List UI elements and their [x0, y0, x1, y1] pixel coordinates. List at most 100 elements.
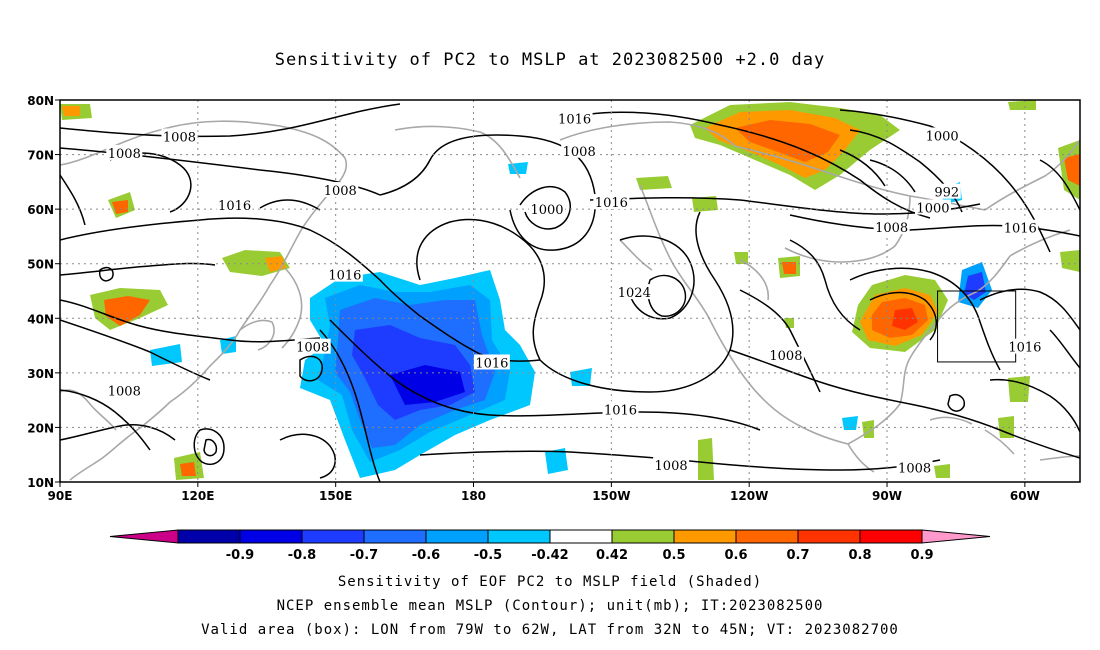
lat-tick-label: 50N — [27, 258, 54, 272]
colorbar-label: 0.7 — [786, 548, 809, 563]
contour-label: 1008 — [108, 147, 141, 162]
contour-label-bg — [767, 346, 804, 362]
colorbar-segment — [239, 529, 303, 544]
contour-label: 1000 — [926, 129, 959, 144]
contour-label: 1016 — [558, 113, 591, 128]
contour-label: 1008 — [324, 184, 357, 199]
positive-sensitivity-region — [782, 262, 796, 274]
contour-label-bg — [326, 266, 363, 282]
contour-label: 1016 — [1004, 222, 1037, 237]
colorbar-segment — [177, 529, 241, 544]
positive-sensitivity-region — [1060, 250, 1080, 272]
lat-tick-label: 60N — [27, 203, 54, 217]
contour-label: 1000 — [530, 203, 563, 218]
colorbar-segment — [425, 529, 489, 544]
lat-tick-label: 30N — [27, 367, 54, 381]
contour-label-bg — [873, 219, 910, 235]
colorbar-arrow-right — [921, 529, 991, 544]
contour-label: 1016 — [475, 356, 508, 371]
contour-label-bg — [106, 382, 143, 398]
positive-sensitivity-region — [62, 106, 80, 116]
contour-label: 1008 — [563, 145, 596, 160]
contour-label: 1008 — [875, 221, 908, 236]
sensitivity-shading — [60, 100, 1080, 480]
lat-tick-label: 40N — [27, 312, 54, 326]
positive-sensitivity-region — [692, 196, 718, 212]
caption-line-3: Valid area (box): LON from 79W to 62W, L… — [201, 622, 899, 638]
caption-line-1: Sensitivity of EOF PC2 to MSLP field (Sh… — [337, 574, 763, 590]
colorbar: -0.9 -0.8 -0.7 -0.6 -0.5 -0.42 0.42 0.5 0.6 0.7 0.… — [109, 529, 991, 563]
lat-tick-label: 20N — [27, 421, 54, 435]
colorbar-segment — [797, 529, 861, 544]
contour-label: 1008 — [163, 131, 196, 146]
contour-label-bg — [924, 127, 961, 143]
axis-labels: 90E 120E 150E 180 150W 120W 90W 60W 80N 70N 60N 50N… — [27, 94, 1040, 503]
lon-tick-label: 90W — [872, 489, 902, 503]
lon-tick-label: 150E — [319, 489, 352, 503]
contour-label-bg — [529, 201, 566, 217]
positive-sensitivity-region — [998, 416, 1014, 438]
positive-sensitivity-region — [934, 464, 950, 478]
colorbar-arrow-left — [109, 529, 179, 544]
colorbar-segment — [363, 529, 427, 544]
contour-label: 1024 — [618, 286, 651, 301]
contour-label-bg — [1006, 338, 1043, 354]
contour-label: 1016 — [595, 196, 628, 211]
contour-label-bg — [294, 338, 331, 354]
positive-sensitivity-region — [1008, 376, 1030, 402]
colorbar-label: 0.8 — [848, 548, 871, 563]
contour-label: 1016 — [604, 403, 637, 418]
contour-label-bg — [616, 284, 653, 300]
colorbar-label: -0.6 — [412, 548, 440, 563]
negative-sensitivity-region — [964, 272, 986, 300]
colorbar-segment — [549, 529, 613, 544]
colorbar-label: 0.5 — [662, 548, 685, 563]
colorbar-label: 0.42 — [596, 548, 628, 563]
lon-tick-label: 120E — [181, 489, 214, 503]
caption-line-2: NCEP ensemble mean MSLP (Contour); unit(… — [276, 598, 824, 614]
contour-label-bg — [602, 401, 639, 417]
contour-label-bg — [932, 183, 961, 199]
positive-sensitivity-region — [636, 176, 672, 190]
contour-label-bg — [556, 110, 593, 126]
negative-sensitivity-region — [842, 416, 858, 430]
contour-label-bg — [216, 196, 253, 212]
lat-tick-label: 10N — [27, 476, 54, 490]
plot-title: Sensitivity of PC2 to MSLP at 2023082500… — [274, 50, 826, 70]
contour-label-bg — [593, 194, 630, 210]
negative-sensitivity-region — [508, 162, 528, 174]
colorbar-label: -0.42 — [531, 548, 568, 563]
contour-label: 1016 — [328, 269, 361, 284]
lon-tick-label: 90E — [48, 489, 73, 503]
colorbar-segment — [673, 529, 737, 544]
contour-label-bg — [914, 199, 951, 215]
positive-sensitivity-region — [734, 252, 748, 264]
positive-sensitivity-region — [180, 462, 196, 476]
contour-label: 992 — [934, 186, 959, 201]
contour-label-bg — [161, 128, 198, 144]
contour-label: 1008 — [655, 459, 688, 474]
positive-sensitivity-region — [735, 120, 840, 162]
colorbar-label: 0.6 — [724, 548, 747, 563]
lon-tick-label: 60W — [1010, 489, 1040, 503]
lat-tick-label: 70N — [27, 149, 54, 163]
contour-label-bg — [1002, 219, 1039, 235]
contour-label: 1008 — [769, 349, 802, 364]
positive-sensitivity-region — [1064, 154, 1080, 186]
lon-tick-label: 120W — [730, 489, 768, 503]
lon-tick-label: 180 — [461, 489, 486, 503]
positive-sensitivity-region — [112, 200, 128, 214]
contour-label: 1016 — [1008, 341, 1041, 356]
colorbar-label: -0.9 — [226, 548, 254, 563]
contour-label: 1008 — [108, 384, 141, 399]
colorbar-segment — [859, 529, 923, 544]
negative-sensitivity-region — [545, 448, 568, 474]
colorbar-label: 0.9 — [910, 548, 933, 563]
colorbar-segment — [611, 529, 675, 544]
colorbar-segment — [735, 529, 799, 544]
contour-label-bg — [106, 144, 143, 160]
map-gridlines — [60, 100, 1080, 482]
map-frame — [59, 99, 1081, 483]
lon-tick-label: 150W — [592, 489, 630, 503]
